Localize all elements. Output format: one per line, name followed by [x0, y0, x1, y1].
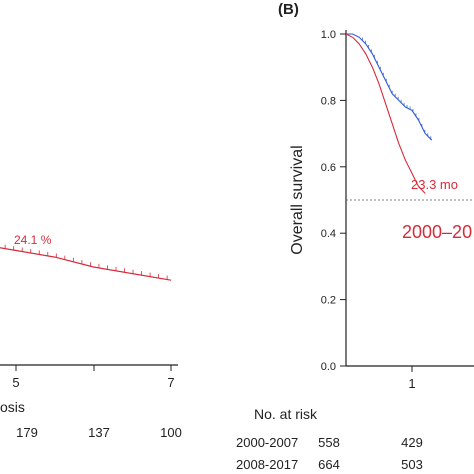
left-x-tick-label: 5: [12, 375, 19, 390]
median-annotation: 23.3 mo: [411, 177, 458, 192]
panel-label: (B): [278, 1, 299, 18]
risk-row-value: 558: [318, 435, 340, 450]
right-panel: (B) Overall survival 0.00.20.40.60.81.0 …: [236, 1, 474, 472]
y-axis-label: Overall survival: [289, 145, 306, 254]
y-ticks: 0.0 0.2 0.4 0.6 0.8 1.0: [321, 29, 346, 373]
risk-row-value: 429: [401, 435, 423, 450]
risk-row-label: 2008-2017: [236, 457, 298, 472]
left-risk-value: 100: [160, 425, 182, 440]
y-tick-label: 0.8: [321, 95, 336, 107]
left-censor-marks: [4, 244, 168, 280]
x-tick-label: 1: [408, 376, 415, 391]
risk-row-value: 503: [401, 457, 423, 472]
legend-label: 2000–20: [402, 222, 472, 242]
left-risk-value: 179: [16, 425, 38, 440]
blue-censor-marks: [362, 37, 432, 140]
risk-table-title: No. at risk: [254, 406, 318, 422]
risk-row-label: 2000-2007: [236, 435, 298, 450]
left-x-tick-label: 7: [167, 375, 174, 390]
left-red-series-line: [0, 247, 172, 281]
left-x-axis-label: osis: [0, 399, 25, 415]
y-tick-label: 1.0: [321, 29, 336, 41]
y-tick-label: 0.6: [321, 162, 336, 174]
y-tick-label: 0.2: [321, 295, 336, 307]
left-annotation-pct: 24.1 %: [14, 233, 52, 247]
red-series-line: [345, 33, 426, 194]
risk-row-value: 664: [318, 457, 340, 472]
y-tick-label: 0.4: [321, 228, 336, 240]
left-panel: 24.1 % 5 7 osis 179 137 100: [0, 233, 182, 440]
left-risk-value: 137: [88, 425, 110, 440]
y-tick-label: 0.0: [321, 361, 336, 373]
